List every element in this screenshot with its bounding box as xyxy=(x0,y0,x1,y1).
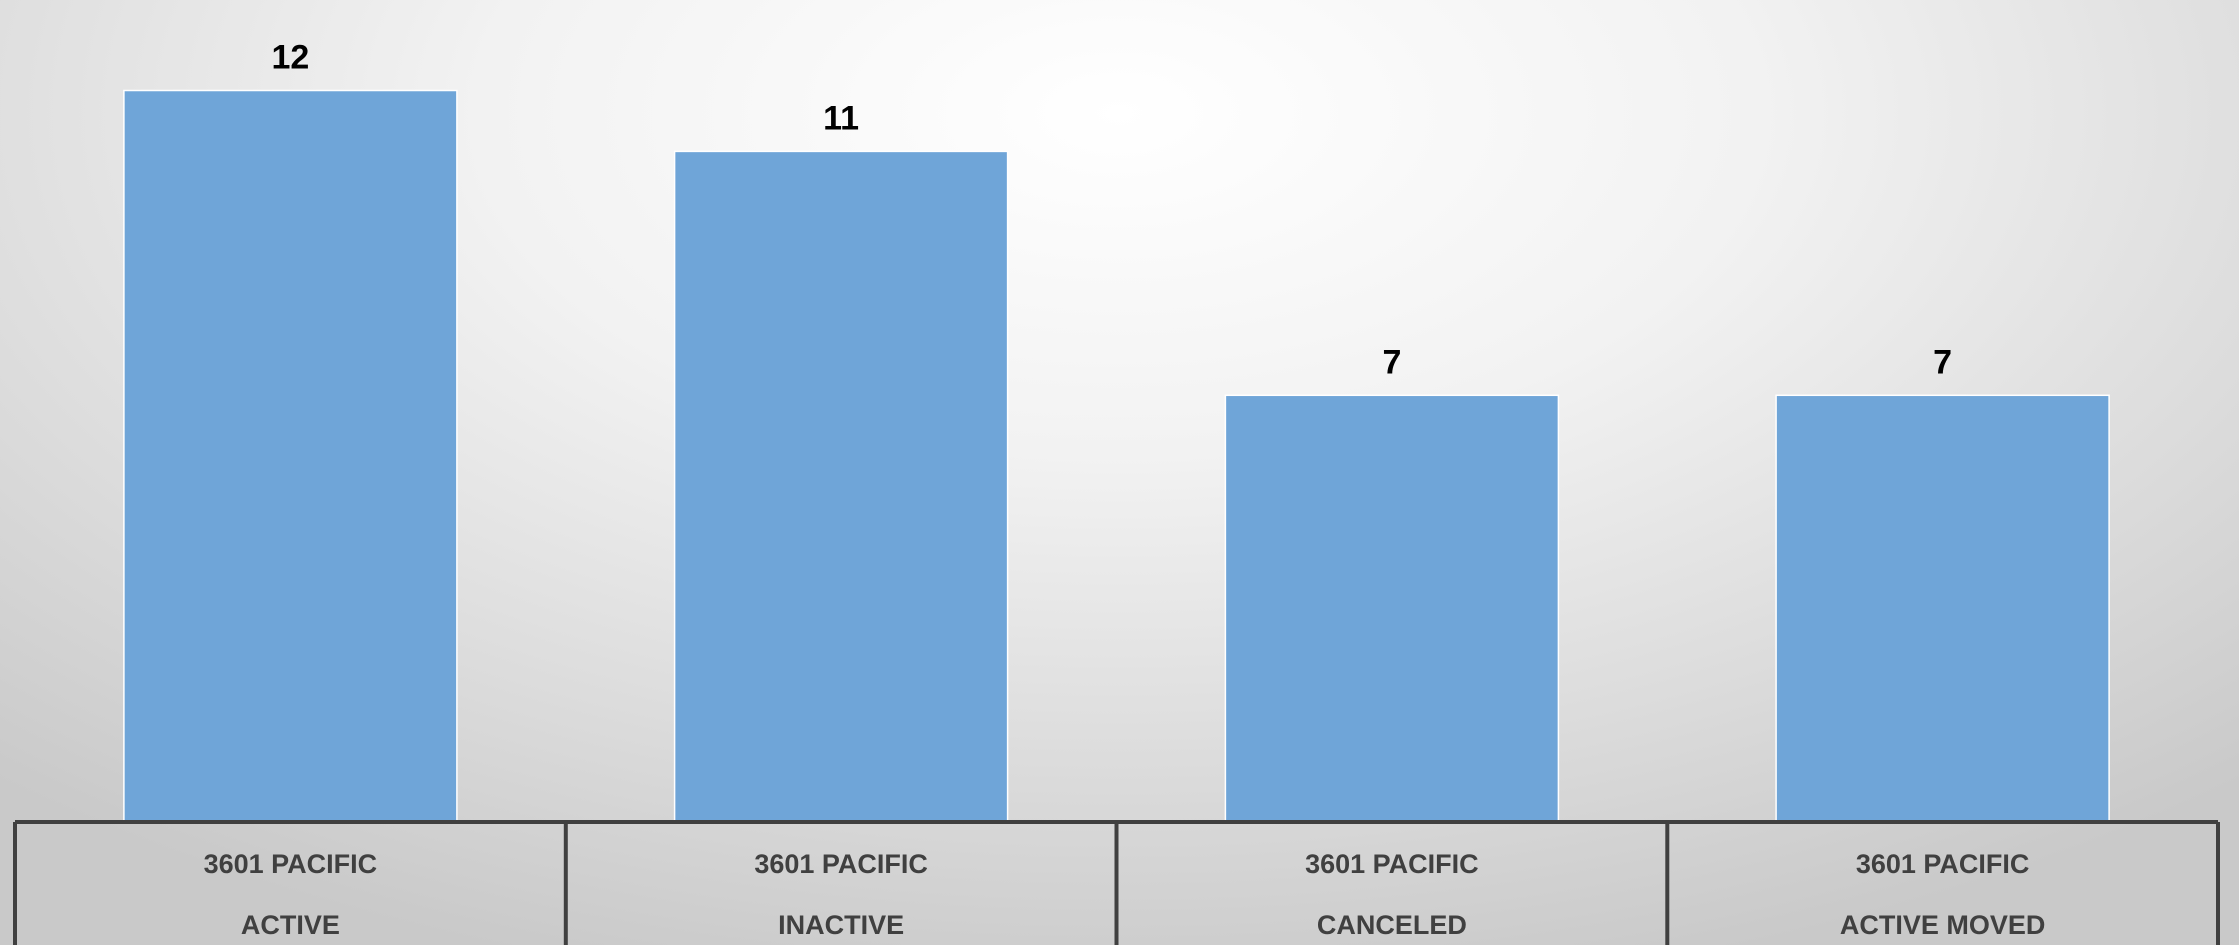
bar-3 xyxy=(1775,394,2110,823)
category-label-0-line-1: 3601 PACIFIC xyxy=(204,849,378,879)
category-label-2-line-2: CANCELED xyxy=(1317,910,1467,940)
data-label-1: 11 xyxy=(823,99,859,137)
category-label-3-line-1: 3601 PACIFIC xyxy=(1856,849,2030,879)
category-label-2-line-1: 3601 PACIFIC xyxy=(1305,849,1479,879)
category-axis-table: 3601 PACIFIC ACTIVE 3601 PACIFIC INACTIVE 36… xyxy=(13,820,2220,945)
data-label-2: 7 xyxy=(1382,343,1401,381)
bars xyxy=(123,89,2110,823)
value-labels: 12 11 7 7 xyxy=(271,39,1952,382)
category-label-1-line-2: INACTIVE xyxy=(778,910,904,940)
bar-2 xyxy=(1224,394,1560,823)
bar-1 xyxy=(673,150,1009,823)
category-label-0-line-2: ACTIVE xyxy=(241,910,340,940)
category-label-1-line-1: 3601 PACIFIC xyxy=(754,849,928,879)
bar-0 xyxy=(123,89,458,823)
category-label-3-line-2: ACTIVE MOVED xyxy=(1840,910,2046,940)
data-label-0: 12 xyxy=(271,39,309,77)
data-label-3: 7 xyxy=(1933,343,1952,381)
